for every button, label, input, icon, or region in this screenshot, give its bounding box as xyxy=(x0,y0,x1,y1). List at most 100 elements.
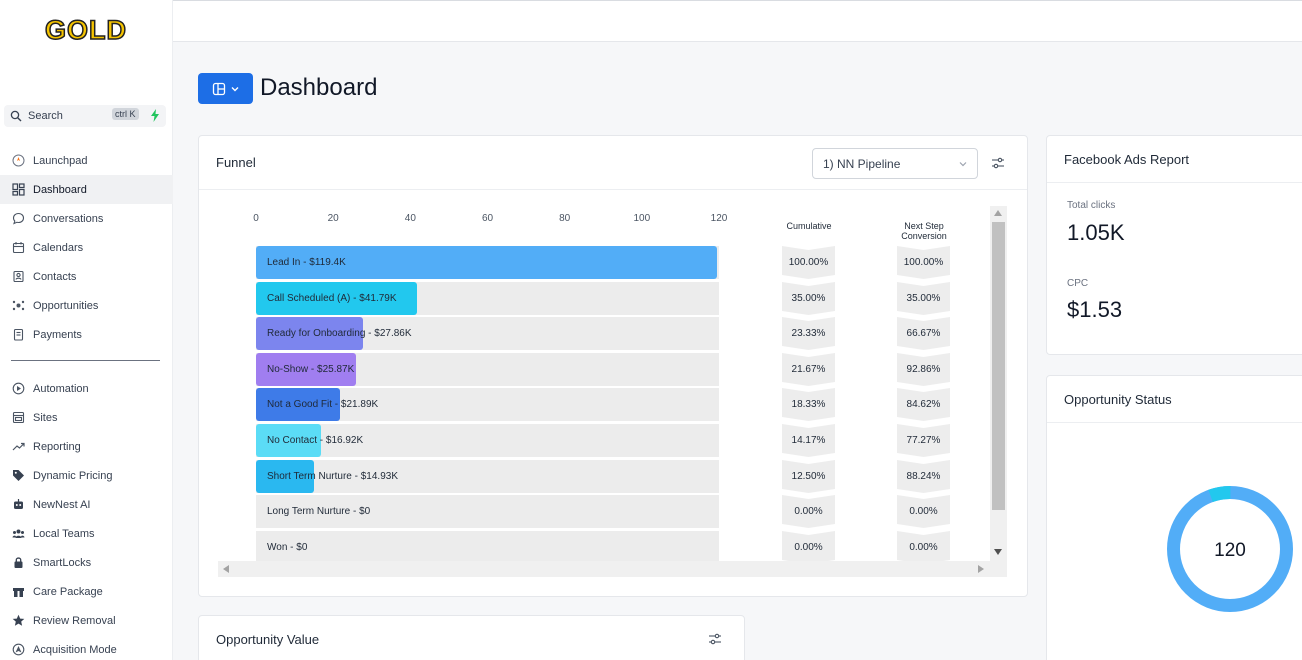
funnel-bar[interactable] xyxy=(256,353,356,386)
sidebar-item-label: Acquisition Mode xyxy=(33,643,117,656)
sidebar-item-launchpad[interactable]: Launchpad xyxy=(0,146,173,175)
funnel-bar[interactable] xyxy=(256,246,717,279)
sidebar-item-label: Opportunities xyxy=(33,299,99,312)
opportunity-status-title: Opportunity Status xyxy=(1064,392,1172,407)
lock-icon xyxy=(11,556,25,570)
sidebar-item-reporting[interactable]: Reporting xyxy=(0,432,173,461)
filter-settings-icon[interactable] xyxy=(708,632,722,646)
next-step-header: Next Step Conversion xyxy=(893,221,955,241)
total-clicks-value: 1.05K xyxy=(1067,220,1125,245)
axis-tick: 60 xyxy=(481,213,494,224)
scroll-down-icon[interactable] xyxy=(994,549,1002,555)
donut-segment xyxy=(1208,486,1231,503)
sidebar-item-label: Payments xyxy=(33,328,82,341)
next-step-cell: 88.24% xyxy=(897,460,950,493)
chevron-down-icon xyxy=(959,162,967,167)
funnel-bar[interactable] xyxy=(256,282,418,315)
sidebar: GOLD Search ctrl K Launchpad Dashboard C… xyxy=(0,0,173,660)
chat-icon xyxy=(11,212,25,226)
sidebar-item-smartlocks[interactable]: SmartLocks xyxy=(0,548,173,577)
funnel-bar[interactable] xyxy=(256,388,341,421)
sidebar-item-dynamic-pricing[interactable]: Dynamic Pricing xyxy=(0,461,173,490)
funnel-bar-label: Ready for Onboarding - $27.86K xyxy=(267,328,412,339)
funnel-bar-label: No Contact - $16.92K xyxy=(267,435,364,446)
axis-tick: 120 xyxy=(710,213,728,224)
axis-tick: 80 xyxy=(559,213,571,224)
sidebar-item-label: Sites xyxy=(33,411,58,424)
funnel-horizontal-scrollbar[interactable] xyxy=(218,561,1007,577)
reporting-icon xyxy=(11,440,25,454)
sidebar-item-newnest-ai[interactable]: NewNest AI xyxy=(0,490,173,519)
sidebar-item-sites[interactable]: Sites xyxy=(0,403,173,432)
card-divider xyxy=(1047,422,1302,423)
funnel-bar-label: Call Scheduled (A) - $41.79K xyxy=(267,293,397,304)
sidebar-item-label: NewNest AI xyxy=(33,498,91,511)
funnel-bar-label: No-Show - $25.87K xyxy=(267,364,355,375)
sidebar-item-conversations[interactable]: Conversations xyxy=(0,204,173,233)
funnel-bar-label: Lead In - $119.4K xyxy=(267,257,346,268)
next-step-cell: 84.62% xyxy=(897,388,950,421)
scroll-right-icon[interactable] xyxy=(978,565,984,573)
funnel-bar[interactable] xyxy=(256,317,364,350)
sidebar-divider xyxy=(11,360,160,361)
funnel-divider xyxy=(199,189,1027,190)
cumulative-cell: 0.00% xyxy=(782,495,835,528)
lightning-icon[interactable] xyxy=(150,109,160,122)
sidebar-item-label: SmartLocks xyxy=(33,556,92,569)
sidebar-item-acquisition-mode[interactable]: Acquisition Mode xyxy=(0,635,173,660)
next-step-cell: 35.00% xyxy=(897,282,950,315)
layout-icon xyxy=(212,82,225,95)
dashboard-switcher-button[interactable] xyxy=(198,73,253,104)
next-step-cell: 77.27% xyxy=(897,424,950,457)
scroll-left-icon[interactable] xyxy=(223,565,229,573)
cumulative-cell: 0.00% xyxy=(782,531,835,564)
pipeline-select[interactable]: 1) NN Pipeline xyxy=(812,148,978,179)
search-bar[interactable]: Search ctrl K xyxy=(4,105,166,127)
sidebar-item-dashboard[interactable]: Dashboard xyxy=(0,175,173,204)
package-icon xyxy=(11,585,25,599)
sites-icon xyxy=(11,411,25,425)
sidebar-item-contacts[interactable]: Contacts xyxy=(0,262,173,291)
top-bar xyxy=(173,0,1302,42)
sidebar-item-label: Review Removal xyxy=(33,614,116,627)
tag-icon xyxy=(11,469,25,483)
launchpad-icon xyxy=(11,154,25,168)
funnel-bar-label: Long Term Nurture - $0 xyxy=(267,506,371,517)
search-shortcut: ctrl K xyxy=(112,108,139,120)
sidebar-nav-secondary: Automation Sites Reporting Dynamic Prici… xyxy=(0,374,173,660)
contacts-icon xyxy=(11,270,25,284)
gold-logo[interactable]: GOLD xyxy=(28,16,144,44)
chevron-down-icon xyxy=(231,86,238,91)
sidebar-item-review-removal[interactable]: Review Removal xyxy=(0,606,173,635)
cumulative-cell: 12.50% xyxy=(782,460,835,493)
sidebar-item-opportunities[interactable]: Opportunities xyxy=(0,291,173,320)
scrollbar-thumb[interactable] xyxy=(992,222,1005,510)
sidebar-item-label: Automation xyxy=(33,382,89,395)
funnel-row-track xyxy=(256,460,719,493)
sidebar-item-automation[interactable]: Automation xyxy=(0,374,173,403)
funnel-bar[interactable] xyxy=(256,460,314,493)
sidebar-item-local-teams[interactable]: Local Teams xyxy=(0,519,173,548)
funnel-bar[interactable] xyxy=(256,424,322,457)
dashboard-icon xyxy=(11,183,25,197)
pipeline-select-value: 1) NN Pipeline xyxy=(823,156,901,171)
cumulative-cell: 35.00% xyxy=(782,282,835,315)
funnel-row-track xyxy=(256,424,719,457)
next-step-header-line1: Next Step xyxy=(904,221,944,231)
search-icon xyxy=(10,110,22,122)
opportunity-value-card: Opportunity Value xyxy=(198,615,745,660)
cumulative-header: Cumulative xyxy=(786,221,832,231)
sidebar-item-label: Local Teams xyxy=(33,527,95,540)
payments-icon xyxy=(11,328,25,342)
filter-settings-icon[interactable] xyxy=(991,156,1005,170)
sidebar-item-care-package[interactable]: Care Package xyxy=(0,577,173,606)
cumulative-cell: 100.00% xyxy=(782,246,835,279)
funnel-vertical-scrollbar[interactable] xyxy=(990,206,1007,562)
sidebar-item-payments[interactable]: Payments xyxy=(0,320,173,349)
cumulative-cell: 18.33% xyxy=(782,388,835,421)
next-step-cell: 100.00% xyxy=(897,246,950,279)
robot-icon xyxy=(11,498,25,512)
scroll-up-icon[interactable] xyxy=(994,210,1002,216)
sidebar-item-calendars[interactable]: Calendars xyxy=(0,233,173,262)
axis-tick: 40 xyxy=(404,213,416,224)
